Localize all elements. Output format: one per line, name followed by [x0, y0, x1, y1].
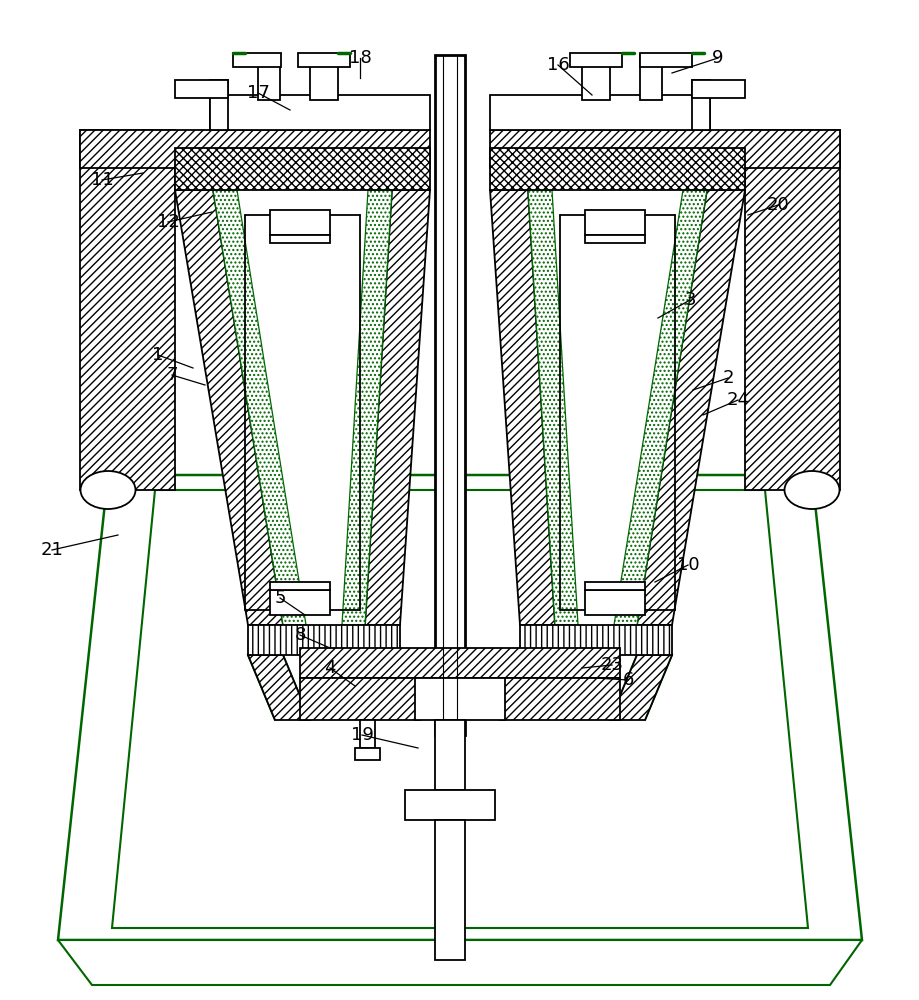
Bar: [269, 210, 330, 235]
Text: 2: 2: [721, 369, 733, 387]
Text: 24: 24: [726, 391, 749, 409]
Bar: [435, 55, 464, 735]
Polygon shape: [490, 190, 554, 625]
Bar: [640, 55, 662, 100]
Bar: [355, 748, 380, 760]
Bar: [257, 55, 279, 100]
Polygon shape: [237, 190, 368, 625]
Text: 8: 8: [294, 626, 305, 644]
Polygon shape: [365, 190, 429, 625]
Bar: [404, 790, 494, 820]
Bar: [490, 95, 709, 130]
Text: 10: 10: [676, 556, 698, 574]
Text: 18: 18: [348, 49, 371, 67]
Polygon shape: [175, 148, 429, 190]
Bar: [210, 80, 228, 130]
Text: 11: 11: [91, 171, 113, 189]
Polygon shape: [490, 148, 744, 190]
Bar: [269, 582, 330, 590]
Bar: [691, 80, 709, 130]
Text: 9: 9: [711, 49, 723, 67]
Polygon shape: [609, 655, 671, 720]
Text: 20: 20: [766, 196, 789, 214]
Polygon shape: [342, 190, 391, 625]
Text: 16: 16: [546, 56, 569, 74]
Bar: [175, 80, 228, 98]
Bar: [359, 720, 375, 748]
Bar: [269, 590, 330, 615]
Polygon shape: [636, 190, 744, 625]
Text: 17: 17: [246, 84, 269, 102]
Text: 6: 6: [621, 671, 633, 689]
Polygon shape: [490, 130, 839, 168]
Bar: [269, 235, 330, 243]
Text: 21: 21: [40, 541, 63, 559]
Text: 1: 1: [153, 346, 164, 364]
Bar: [584, 235, 644, 243]
Bar: [584, 590, 644, 615]
Polygon shape: [112, 490, 807, 928]
Polygon shape: [528, 190, 577, 625]
Bar: [570, 53, 621, 67]
Polygon shape: [744, 130, 839, 490]
Bar: [435, 820, 464, 960]
Polygon shape: [80, 130, 429, 168]
Polygon shape: [248, 625, 400, 655]
Bar: [310, 55, 337, 100]
Polygon shape: [499, 678, 619, 720]
Polygon shape: [300, 678, 420, 720]
Text: 23: 23: [600, 656, 623, 674]
Bar: [584, 210, 644, 235]
Bar: [584, 582, 644, 590]
Polygon shape: [519, 625, 671, 655]
Text: 19: 19: [350, 726, 373, 744]
Text: 12: 12: [156, 213, 179, 231]
Ellipse shape: [81, 471, 135, 509]
Bar: [298, 53, 349, 67]
Bar: [691, 80, 744, 98]
Ellipse shape: [784, 471, 839, 509]
Bar: [210, 95, 429, 130]
Polygon shape: [80, 130, 175, 490]
Text: 3: 3: [684, 291, 695, 309]
Polygon shape: [58, 475, 861, 940]
Text: 5: 5: [274, 589, 286, 607]
Bar: [582, 55, 609, 100]
Bar: [233, 53, 280, 67]
Bar: [414, 678, 505, 720]
Bar: [640, 53, 691, 67]
Polygon shape: [58, 940, 861, 985]
Polygon shape: [248, 655, 310, 720]
Bar: [435, 720, 464, 790]
Polygon shape: [551, 190, 682, 625]
Text: 4: 4: [323, 659, 335, 677]
Polygon shape: [213, 190, 306, 625]
Text: 7: 7: [166, 366, 177, 384]
Polygon shape: [300, 648, 619, 678]
Polygon shape: [175, 190, 283, 625]
Polygon shape: [613, 190, 706, 625]
